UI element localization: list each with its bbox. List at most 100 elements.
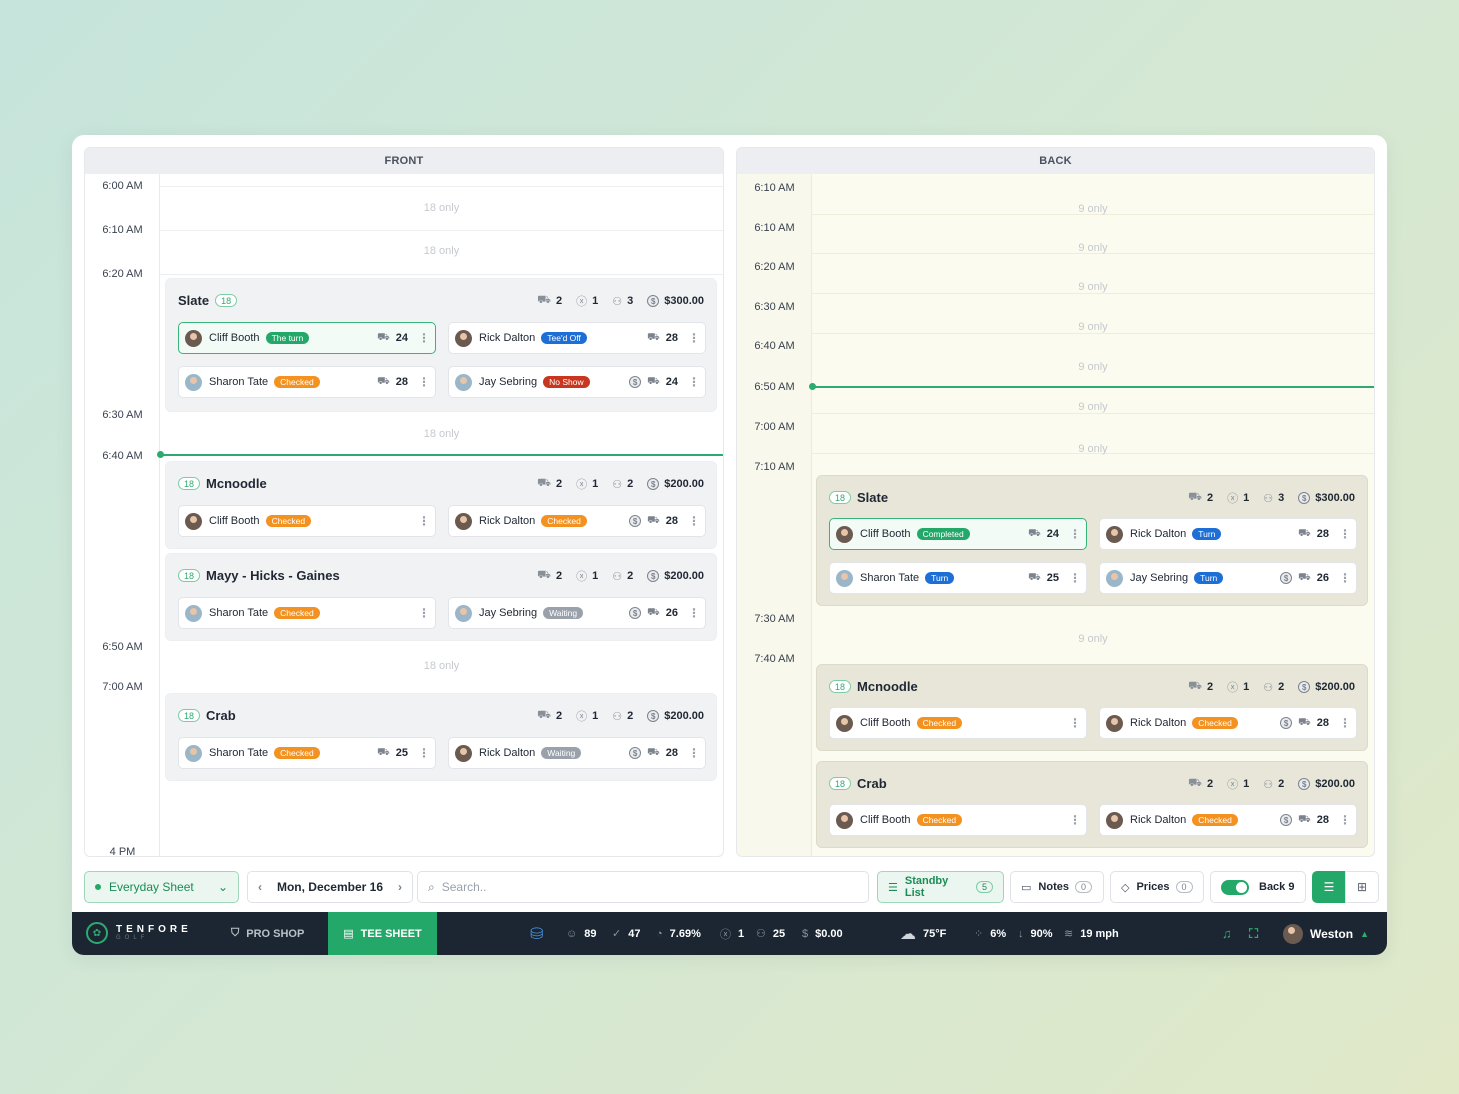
cart-number: 24 xyxy=(1046,528,1059,540)
status-badge: Completed xyxy=(916,528,970,540)
toggle-switch[interactable] xyxy=(1221,879,1249,895)
stat-percent: ◔ 7.69% xyxy=(656,912,701,955)
more-menu-icon[interactable]: ⋮ xyxy=(418,375,430,389)
tee-group[interactable]: 18 Crab ⛟ 2 ⓧ 1 ⚇ 2 $ $200.00 Sharon Tate Che… xyxy=(165,693,717,781)
tee-group[interactable]: 18 Crab ⛟ 2 ⓧ 1 ⚇ 2 $ $200.00 Cliff Booth Che… xyxy=(816,761,1368,848)
player-slot[interactable]: Cliff Booth Checked ⋮ xyxy=(829,707,1087,739)
list-view-button[interactable]: ☰ xyxy=(1312,871,1346,903)
open-slot[interactable]: 9 only xyxy=(1078,361,1108,373)
avatar xyxy=(185,604,202,622)
more-menu-icon[interactable]: ⋮ xyxy=(1339,571,1351,585)
more-menu-icon[interactable]: ⋮ xyxy=(1069,813,1081,827)
open-slot[interactable]: 9 only xyxy=(1078,242,1108,254)
open-slot[interactable]: 9 only xyxy=(1078,401,1108,413)
status-badge: The turn xyxy=(265,332,310,344)
more-menu-icon[interactable]: ⋮ xyxy=(418,514,430,528)
notes-button[interactable]: ▭ Notes 0 xyxy=(1010,871,1104,903)
player-slot[interactable]: Rick Dalton Checked $ ⛟ 28 ⋮ xyxy=(1099,804,1357,836)
holes-badge: 18 xyxy=(178,569,201,582)
player-count: 2 xyxy=(627,710,634,722)
add-player-icon: ⚇ xyxy=(612,295,623,308)
player-slot[interactable]: Sharon Tate Checked ⛟ 25 ⋮ xyxy=(178,737,436,769)
cart-number: 28 xyxy=(665,515,678,527)
more-menu-icon[interactable]: ⋮ xyxy=(1339,527,1351,541)
nav-tee-sheet[interactable]: ▤ TEE SHEET xyxy=(328,912,437,955)
player-slot[interactable]: Cliff Booth The turn ⛟ 24 ⋮ xyxy=(178,322,436,354)
tee-group[interactable]: 18 Slate ⛟ 2 ⓧ 1 ⚇ 3 $ $300.00 Cliff Booth Co… xyxy=(816,475,1368,606)
player-slot[interactable]: Cliff Booth Completed ⛟ 24 ⋮ xyxy=(829,518,1087,550)
chevron-left-icon[interactable]: ‹ xyxy=(258,880,262,894)
more-menu-icon[interactable]: ⋮ xyxy=(1069,571,1081,585)
player-slot[interactable]: Rick Dalton Tee'd Off ⛟ 28 ⋮ xyxy=(448,322,706,354)
player-slot[interactable]: Sharon Tate Checked ⛟ 28 ⋮ xyxy=(178,366,436,398)
player-slot[interactable]: Rick Dalton Waiting $ ⛟ 28 ⋮ xyxy=(448,737,706,769)
bell-icon[interactable]: ♫ xyxy=(1222,926,1232,941)
player-slot[interactable]: Sharon Tate Checked ⋮ xyxy=(178,597,436,629)
tee-group[interactable]: Slate 18 ⛟ 2 ⓧ 1 ⚇ 3 $ $300.00 Cliff Booth Th… xyxy=(165,278,717,412)
player-slot[interactable]: Cliff Booth Checked ⋮ xyxy=(178,505,436,537)
dollar-icon: $ xyxy=(1298,778,1311,790)
more-menu-icon[interactable]: ⋮ xyxy=(688,606,700,620)
standby-list-button[interactable]: ☰ Standby List 5 xyxy=(877,871,1004,903)
status-badge: Checked xyxy=(265,515,312,527)
fullscreen-icon[interactable]: ⛶ xyxy=(1249,925,1259,941)
open-slot[interactable]: 9 only xyxy=(1078,203,1108,215)
tee-group[interactable]: 18 Mayy - Hicks - Gaines ⛟ 2 ⓧ 1 ⚇ 2 $ $200.0… xyxy=(165,553,717,641)
sheet-selector[interactable]: Everyday Sheet ⌄ xyxy=(84,871,239,903)
open-slot[interactable]: 9 only xyxy=(1078,443,1108,455)
search-input[interactable]: ⌕ Search.. xyxy=(417,871,869,903)
player-slot[interactable]: Rick Dalton Turn ⛟ 28 ⋮ xyxy=(1099,518,1357,550)
more-menu-icon[interactable]: ⋮ xyxy=(418,746,430,760)
cancel-icon: ⓧ xyxy=(720,928,731,941)
user-menu[interactable]: Weston ▲ xyxy=(1282,912,1369,955)
player-name: Sharon Tate xyxy=(209,607,269,619)
open-slot[interactable]: 9 only xyxy=(1078,321,1108,333)
chevron-right-icon[interactable]: › xyxy=(397,880,402,894)
front-header: FRONT xyxy=(85,148,723,174)
more-menu-icon[interactable]: ⋮ xyxy=(688,375,700,389)
date-picker[interactable]: ‹ Mon, December 16 › xyxy=(247,871,413,903)
time-label: 6:30 AM xyxy=(102,409,143,421)
more-menu-icon[interactable]: ⋮ xyxy=(688,331,700,345)
player-slot[interactable]: Cliff Booth Checked ⋮ xyxy=(829,804,1087,836)
cancel-count: 1 xyxy=(1243,778,1250,790)
more-menu-icon[interactable]: ⋮ xyxy=(418,606,430,620)
more-menu-icon[interactable]: ⋮ xyxy=(1069,527,1081,541)
back9-toggle[interactable]: Back 9 xyxy=(1210,871,1306,903)
group-price: $200.00 xyxy=(664,710,704,722)
dollar-icon: $ xyxy=(1298,681,1311,693)
grid-view-button[interactable]: ⊞ xyxy=(1345,871,1379,903)
avatar xyxy=(185,744,202,762)
group-title: Crab xyxy=(857,776,887,791)
dollar-icon: $ xyxy=(647,478,660,490)
more-menu-icon[interactable]: ⋮ xyxy=(1339,716,1351,730)
date-label: Mon, December 16 xyxy=(276,880,384,894)
tee-group[interactable]: 18 Mcnoodle ⛟ 2 ⓧ 1 ⚇ 2 $ $200.00 Cliff Booth… xyxy=(165,461,717,549)
player-slot[interactable]: Rick Dalton Checked $ ⛟ 28 ⋮ xyxy=(448,505,706,537)
open-slot[interactable]: 18 only xyxy=(423,245,460,257)
standby-label: Standby List xyxy=(904,875,949,899)
open-slot[interactable]: 9 only xyxy=(1078,281,1108,293)
open-slot[interactable]: 18 only xyxy=(423,660,460,672)
nav-pro-shop[interactable]: ⛉ PRO SHOP xyxy=(231,912,304,955)
player-slot[interactable]: Jay Sebring No Show $ ⛟ 24 ⋮ xyxy=(448,366,706,398)
prices-count: 0 xyxy=(1175,881,1193,893)
weather-humidity: ↓ 90% xyxy=(1018,912,1053,955)
more-menu-icon[interactable]: ⋮ xyxy=(418,331,430,345)
more-menu-icon[interactable]: ⋮ xyxy=(1069,716,1081,730)
add-player-icon: ⚇ xyxy=(612,710,623,723)
cart-count: 2 xyxy=(1206,778,1214,790)
prices-button[interactable]: ◇ Prices 0 xyxy=(1110,871,1204,903)
holes-badge: 18 xyxy=(178,477,201,490)
open-slot[interactable]: 9 only xyxy=(1078,633,1108,645)
player-slot[interactable]: Sharon Tate Turn ⛟ 25 ⋮ xyxy=(829,562,1087,594)
player-slot[interactable]: Rick Dalton Checked $ ⛟ 28 ⋮ xyxy=(1099,707,1357,739)
open-slot[interactable]: 18 only xyxy=(423,202,460,214)
player-slot[interactable]: Jay Sebring Waiting $ ⛟ 26 ⋮ xyxy=(448,597,706,629)
more-menu-icon[interactable]: ⋮ xyxy=(1339,813,1351,827)
open-slot[interactable]: 18 only xyxy=(423,428,460,440)
more-menu-icon[interactable]: ⋮ xyxy=(688,514,700,528)
player-slot[interactable]: Jay Sebring Turn $ ⛟ 26 ⋮ xyxy=(1099,562,1357,594)
tee-group[interactable]: 18 Mcnoodle ⛟ 2 ⓧ 1 ⚇ 2 $ $200.00 Cliff Booth… xyxy=(816,664,1368,751)
more-menu-icon[interactable]: ⋮ xyxy=(688,746,700,760)
